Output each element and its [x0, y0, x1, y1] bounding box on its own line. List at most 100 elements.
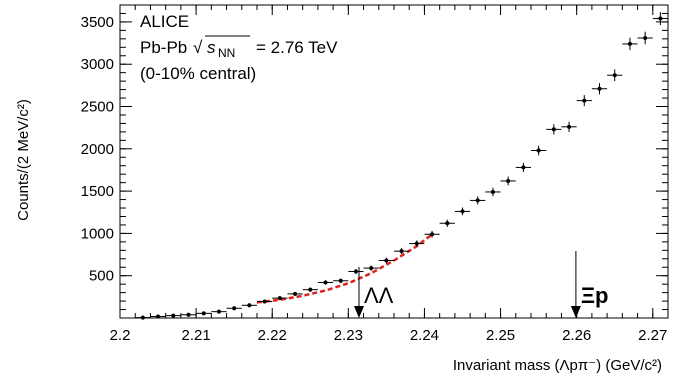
data-marker	[627, 41, 632, 46]
data-point	[180, 312, 197, 317]
data-point	[576, 95, 592, 107]
x-tick-label: 2.26	[562, 327, 591, 344]
data-point	[287, 291, 303, 296]
data-point	[485, 187, 501, 197]
data-point	[424, 230, 440, 238]
arrow-label: Ξp	[581, 283, 609, 308]
data-point	[561, 121, 577, 132]
data-point	[348, 268, 364, 275]
data-marker	[612, 73, 617, 78]
data-marker	[460, 209, 465, 214]
data-marker	[567, 124, 572, 129]
data-point	[226, 306, 242, 311]
s-letter: s	[207, 38, 216, 57]
lambda-lambda-arrow: ΛΛ	[353, 267, 394, 318]
collision-system-label: Pb-Pb √ s NN = 2.76 TeV	[140, 35, 338, 60]
arrow-head	[353, 306, 364, 318]
data-marker	[308, 287, 313, 292]
data-marker	[597, 86, 602, 91]
x-tick-label: 2.23	[334, 327, 363, 344]
y-tick-label: 500	[89, 268, 114, 285]
data-point	[135, 315, 151, 320]
data-point	[531, 145, 547, 156]
data-point	[409, 240, 425, 247]
data-marker	[582, 98, 587, 103]
data-point	[150, 314, 166, 319]
fit-curve-layer	[256, 233, 433, 304]
data-marker	[140, 315, 145, 320]
data-point	[454, 207, 471, 216]
x-tick-label: 2.24	[410, 327, 439, 344]
x-tick-label: 2.22	[258, 327, 287, 344]
data-marker	[186, 312, 191, 317]
y-tick-label: 3500	[81, 14, 114, 31]
data-point	[241, 303, 257, 308]
data-point	[394, 248, 410, 255]
axes: 2.2 2.21 2.22 2.23 2.24 2.25 2.26 2.27 500 1000 15…	[81, 4, 669, 344]
data-marker	[262, 299, 267, 304]
experiment-label: ALICE	[140, 12, 189, 31]
data-point	[378, 257, 394, 264]
x-axis-title: Invariant mass (Λpπ⁻) (GeV/c²)	[453, 357, 662, 374]
centrality-label: (0-10% central)	[140, 64, 256, 83]
data-marker	[536, 148, 541, 153]
data-marker	[323, 280, 328, 285]
xi-p-arrow: Ξp	[570, 251, 609, 318]
y-tick-label: 1500	[81, 183, 114, 200]
data-point	[333, 278, 349, 284]
data-points-layer	[135, 12, 668, 320]
data-point	[257, 299, 273, 304]
data-point	[165, 313, 181, 318]
y-tick-label: 2000	[81, 141, 114, 158]
data-marker	[414, 241, 419, 246]
y-axis-title: Counts/(2 MeV/c²)	[15, 99, 32, 221]
energy-label: = 2.76 TeV	[256, 38, 338, 57]
data-point	[622, 37, 638, 51]
data-point	[363, 265, 379, 271]
data-point	[652, 12, 668, 26]
data-marker	[445, 221, 450, 226]
data-point	[500, 176, 516, 186]
data-point	[272, 296, 288, 301]
data-marker	[399, 249, 404, 254]
y-tick-label: 2500	[81, 99, 114, 116]
arrow-head	[570, 306, 581, 318]
data-marker	[171, 313, 176, 318]
data-marker	[521, 165, 526, 170]
data-point	[637, 31, 653, 45]
data-point	[607, 69, 623, 82]
x-tick-label: 2.27	[638, 327, 667, 344]
fit-curve	[256, 233, 433, 304]
data-marker	[369, 266, 374, 271]
data-marker	[277, 296, 282, 301]
data-point	[546, 124, 562, 135]
data-point	[196, 311, 212, 316]
data-marker	[247, 303, 252, 308]
y-tick-label: 3000	[81, 56, 114, 73]
data-point	[515, 162, 531, 172]
arrow-label: ΛΛ	[364, 283, 394, 308]
data-marker	[506, 178, 511, 183]
data-marker	[156, 314, 161, 319]
data-marker	[338, 278, 343, 283]
data-marker	[201, 311, 206, 316]
data-marker	[353, 269, 358, 274]
x-tick-label: 2.2	[110, 327, 131, 344]
data-marker	[475, 198, 480, 203]
arrows-layer: ΛΛ Ξp	[353, 251, 609, 318]
data-marker	[216, 309, 221, 314]
sqrt-symbol: √	[193, 38, 203, 57]
data-marker	[430, 232, 435, 237]
data-marker	[232, 306, 237, 311]
data-marker	[293, 291, 298, 296]
data-marker	[384, 258, 389, 263]
x-tick-label: 2.25	[486, 327, 515, 344]
y-tick-label: 1000	[81, 225, 114, 242]
data-marker	[643, 35, 648, 40]
data-point	[302, 287, 318, 292]
data-point	[591, 83, 608, 95]
data-marker	[490, 189, 495, 194]
data-point	[211, 309, 227, 314]
x-tick-label: 2.21	[182, 327, 211, 344]
